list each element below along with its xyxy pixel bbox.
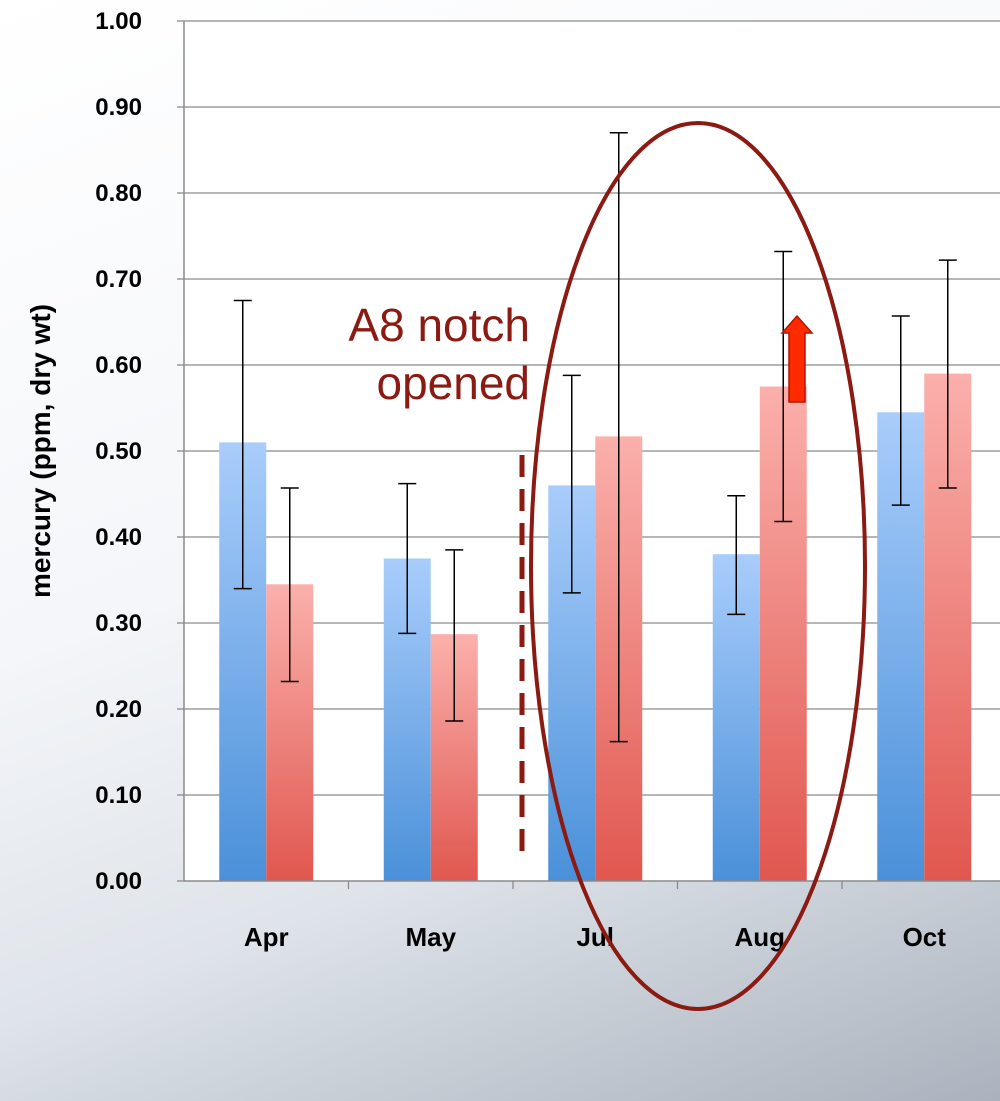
- error-bar-oct-series1: [891, 315, 910, 506]
- y-tick-label: 0.80: [95, 180, 142, 207]
- bars: [219, 373, 972, 881]
- error-bar-jul-series2: [609, 132, 628, 743]
- y-tick-label: 0.50: [95, 438, 142, 465]
- jul-aug-highlight-ellipse: [529, 121, 867, 1011]
- error-bar-may-series2: [445, 549, 464, 722]
- x-category-label: May: [405, 922, 456, 952]
- notch-annotation-line2: opened: [377, 357, 531, 409]
- x-category-label: Apr: [244, 922, 289, 952]
- y-tick-label: 0.90: [95, 94, 142, 121]
- y-tick-labels: 0.00 0.10 0.20 0.30 0.40 0.50 0.60 0.70 0.80 0.90…: [95, 8, 142, 895]
- y-tick-label: 0.00: [95, 868, 142, 895]
- x-category-label: Aug: [734, 922, 785, 952]
- aug-increase-arrow-icon: [780, 314, 814, 403]
- x-category-label: Oct: [903, 922, 947, 952]
- error-bar-aug-series2: [774, 250, 793, 523]
- notch-annotation-line1: A8 notch: [348, 299, 530, 351]
- y-tick-label: 0.70: [95, 266, 142, 293]
- error-bar-apr-series2: [280, 487, 299, 683]
- axes: [183, 21, 1000, 889]
- annotations: A8 notch opened: [348, 121, 867, 1011]
- error-bar-may-series1: [398, 482, 417, 635]
- error-bars: [233, 132, 957, 743]
- y-tick-label: 1.00: [95, 8, 142, 35]
- y-tick-label: 0.30: [95, 610, 142, 637]
- y-tick-label: 0.10: [95, 782, 142, 809]
- y-tick-label: 0.20: [95, 696, 142, 723]
- x-category-labels: Apr May Jul Aug Oct: [244, 922, 946, 952]
- y-tick-label: 0.60: [95, 352, 142, 379]
- error-bar-jul-series1: [562, 374, 581, 594]
- error-bar-apr-series1: [233, 299, 252, 590]
- error-bar-aug-series1: [727, 494, 746, 616]
- y-axis-label: mercury (ppm, dry wt): [25, 304, 56, 598]
- y-tick-label: 0.40: [95, 524, 142, 551]
- error-bar-oct-series2: [938, 259, 957, 489]
